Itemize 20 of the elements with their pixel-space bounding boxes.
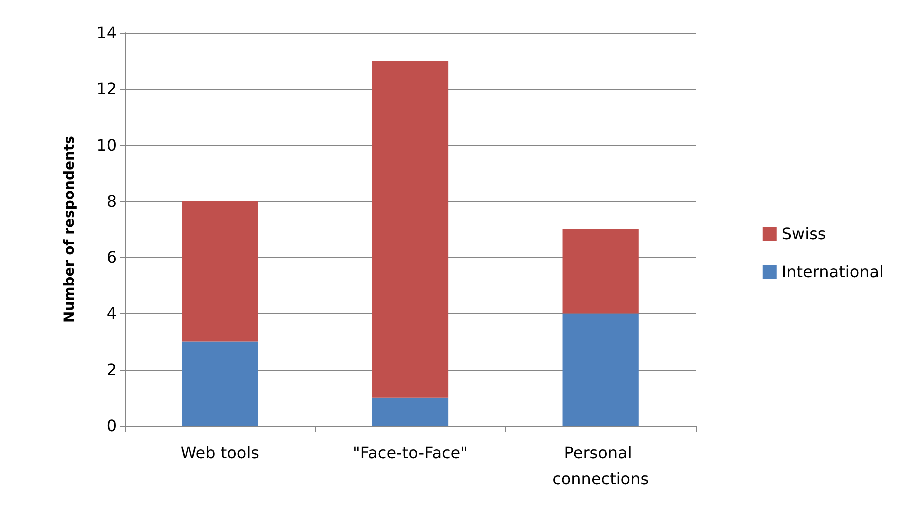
y-tick-label: 12 xyxy=(96,80,117,99)
y-tick-label: 14 xyxy=(96,24,117,42)
bar xyxy=(182,342,258,426)
bar xyxy=(372,398,449,426)
x-tick-label: Web tools xyxy=(180,444,260,462)
y-axis-title: Number of respondents xyxy=(62,136,78,323)
y-tick-label: 4 xyxy=(106,304,117,324)
y-tick-label: 6 xyxy=(106,248,117,268)
x-tick-label: Personal connections xyxy=(552,444,650,488)
y-tick-label: 10 xyxy=(96,136,117,155)
bar xyxy=(182,201,258,342)
bar xyxy=(562,314,639,426)
y-tick-label: 8 xyxy=(106,192,117,211)
legend-label: International xyxy=(782,262,884,282)
bar xyxy=(372,61,449,398)
x-tick-label: "Face-to-Face" xyxy=(353,444,468,462)
y-tick-label: 0 xyxy=(106,416,117,436)
y-tick-label: 2 xyxy=(106,360,117,380)
bar xyxy=(562,230,639,314)
legend-label: Swiss xyxy=(782,224,826,244)
